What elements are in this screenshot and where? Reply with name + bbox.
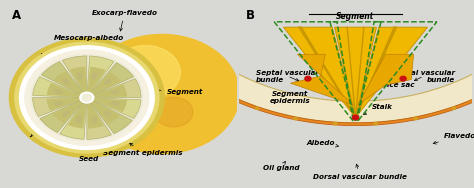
Wedge shape [87,63,134,98]
Polygon shape [283,27,356,118]
Circle shape [110,45,180,99]
Circle shape [19,46,154,149]
Text: Segment: Segment [337,12,374,21]
Wedge shape [87,98,111,139]
Ellipse shape [92,117,97,122]
Circle shape [25,50,149,145]
Polygon shape [358,54,413,105]
Text: Segment
epidermis: Segment epidermis [270,82,311,104]
Text: Seed: Seed [79,148,100,162]
Ellipse shape [105,111,111,116]
Circle shape [305,76,311,81]
Text: Juice sac: Juice sac [379,73,414,88]
Polygon shape [335,27,376,118]
Wedge shape [62,56,87,98]
Text: A: A [12,9,21,22]
Polygon shape [291,54,353,105]
Polygon shape [125,0,474,126]
Circle shape [9,38,164,157]
Circle shape [82,94,91,101]
Wedge shape [87,79,141,98]
Text: Oil gland: Oil gland [263,161,299,171]
Wedge shape [40,98,87,133]
Circle shape [452,107,456,109]
Wedge shape [87,85,127,98]
Wedge shape [33,98,87,117]
Circle shape [414,117,417,120]
Ellipse shape [77,73,82,79]
Ellipse shape [63,79,69,84]
Text: Juice sacs: Juice sacs [30,123,71,136]
Wedge shape [60,98,87,139]
Ellipse shape [111,102,119,105]
Ellipse shape [105,79,111,84]
Circle shape [84,34,239,154]
Ellipse shape [55,90,62,93]
Wedge shape [54,71,87,98]
Text: Septal vascular
bundle: Septal vascular bundle [255,69,319,83]
Polygon shape [128,0,474,123]
Text: Mesocarp-albedo: Mesocarp-albedo [46,35,124,55]
Wedge shape [47,83,87,98]
Text: Endocarp-albedo: Endocarp-albedo [38,53,109,71]
Wedge shape [87,98,120,124]
Wedge shape [41,61,87,98]
Text: Stalk: Stalk [364,104,393,114]
Circle shape [155,97,193,127]
Circle shape [255,107,259,109]
Wedge shape [87,98,127,112]
Text: Dorsal vascular bundle: Dorsal vascular bundle [313,164,407,180]
Circle shape [374,122,377,125]
Wedge shape [87,98,132,134]
Text: Albedo: Albedo [306,140,338,147]
Circle shape [294,117,297,120]
Wedge shape [87,98,104,129]
Circle shape [353,115,358,120]
Ellipse shape [111,90,119,93]
Text: B: B [246,9,255,22]
Circle shape [31,55,143,140]
Text: Segment: Segment [140,88,203,95]
Wedge shape [68,98,87,128]
Ellipse shape [77,117,82,122]
Wedge shape [87,67,106,98]
Text: Septal vascular
bundle: Septal vascular bundle [392,69,456,83]
Wedge shape [46,98,87,111]
Text: Flavedo: Flavedo [433,133,474,144]
Wedge shape [70,67,87,98]
Text: Exocarp-flavedo: Exocarp-flavedo [91,10,157,31]
Circle shape [400,76,406,81]
Wedge shape [87,56,114,98]
Circle shape [15,42,159,153]
Ellipse shape [63,111,69,116]
Text: Segment epidermis: Segment epidermis [103,143,183,156]
Wedge shape [87,72,121,98]
Wedge shape [53,98,87,123]
Circle shape [80,92,94,103]
Polygon shape [356,27,428,118]
Wedge shape [33,77,87,98]
Wedge shape [87,98,141,118]
Circle shape [334,122,337,125]
Ellipse shape [55,102,62,105]
Ellipse shape [92,73,97,79]
